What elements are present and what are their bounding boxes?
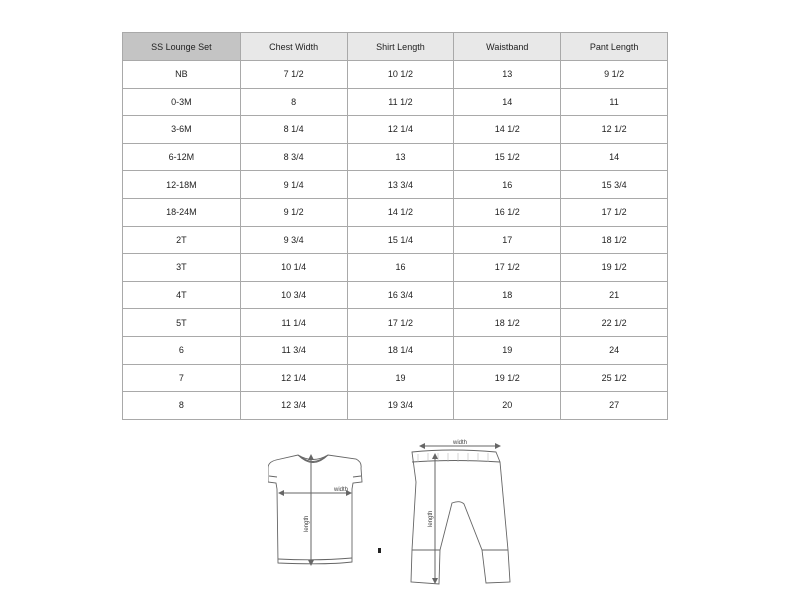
measurement-cell: 11 1/4 [239,308,348,337]
pants-length-arrow: length [428,453,438,584]
size-cell: 4T [122,280,241,310]
table-row: 0-3M 8 11 1/2 14 11 [122,87,668,117]
pants-drawing [410,449,511,585]
size-cell: NB [122,60,241,89]
table-row: NB 7 1/2 10 1/2 13 9 1/2 [122,60,668,89]
column-header: Pant Length [560,32,668,61]
size-cell: 12-18M [122,170,241,199]
measurement-cell: 9 3/4 [239,225,348,255]
measurement-cell: 9 1/4 [239,170,348,199]
measurement-cell: 15 1/2 [453,142,562,172]
measurement-cell: 14 1/2 [453,115,562,144]
measurement-cell: 11 3/4 [239,335,348,365]
measurement-cell: 19 1/2 [453,363,562,393]
measurement-cell: 18 1/2 [560,225,668,255]
table-row: 6-12M 8 3/4 13 15 1/2 14 [122,142,668,172]
shirt-length-label: length [304,516,310,532]
table-row: 2T 9 3/4 15 1/4 17 18 1/2 [122,225,668,255]
table-row: 3-6M 8 1/4 12 1/4 14 1/2 12 1/2 [122,115,668,144]
measurement-cell: 17 1/2 [560,197,668,227]
measurement-cell: 13 [453,60,562,89]
shirt-drawing [268,454,363,565]
measurement-cell: 20 [453,391,562,420]
measurement-cell: 16 1/2 [453,197,562,227]
measurement-cell: 15 1/4 [346,225,455,255]
size-cell: 3-6M [122,115,241,144]
measurement-cell: 8 1/4 [239,115,348,144]
shirt-length-arrow: length [304,454,314,566]
table-row: 3T 10 1/4 16 17 1/2 19 1/2 [122,253,668,282]
shirt-tag [378,548,381,553]
size-chart-table: SS Lounge Set Chest Width Shirt Length Wais… [122,32,668,420]
measurement-cell: 11 [560,87,668,117]
measurement-cell: 13 [346,142,455,172]
column-header: Chest Width [239,32,348,61]
measurement-cell: 11 1/2 [346,87,455,117]
measurement-cell: 19 [453,335,562,365]
measurement-cell: 14 1/2 [346,197,455,227]
table-row: 8 12 3/4 19 3/4 20 27 [122,391,668,420]
shirt-width-arrow: width [278,487,352,496]
measurement-cell: 19 3/4 [346,391,455,420]
measurement-cell: 24 [560,335,668,365]
measurement-cell: 8 3/4 [239,142,348,172]
measurement-cell: 17 1/2 [453,253,562,282]
size-cell: 6 [122,335,241,365]
column-header: SS Lounge Set [122,32,241,61]
measurement-cell: 10 1/2 [346,60,455,89]
measurement-cell: 16 3/4 [346,280,455,310]
measurement-cell: 16 [346,253,455,282]
measurement-cell: 12 3/4 [239,391,348,420]
measurement-cell: 14 [560,142,668,172]
measurement-cell: 9 1/2 [239,197,348,227]
size-cell: 18-24M [122,197,241,227]
size-cell: 7 [122,363,241,393]
table-row: 7 12 1/4 19 19 1/2 25 1/2 [122,363,668,393]
measurement-cell: 17 1/2 [346,308,455,337]
measurement-cell: 8 [239,87,348,117]
measurement-cell: 18 1/2 [453,308,562,337]
measurement-cell: 10 1/4 [239,253,348,282]
measurement-cell: 27 [560,391,668,420]
measurement-cell: 22 1/2 [560,308,668,337]
measurement-cell: 12 1/2 [560,115,668,144]
size-cell: 2T [122,225,241,255]
pants-width-label: width [452,440,467,446]
measurement-cell: 18 1/4 [346,335,455,365]
measurement-cell: 16 [453,170,562,199]
shirt-width-label: width [333,487,348,493]
size-cell: 3T [122,253,241,282]
measurement-cell: 18 [453,280,562,310]
measurement-cell: 12 1/4 [239,363,348,393]
size-cell: 6-12M [122,142,241,172]
measurement-cell: 25 1/2 [560,363,668,393]
measurement-cell: 12 1/4 [346,115,455,144]
column-header: Shirt Length [346,32,455,61]
table-row: 5T 11 1/4 17 1/2 18 1/2 22 1/2 [122,308,668,337]
measurement-cell: 17 [453,225,562,255]
measurement-cell: 19 1/2 [560,253,668,282]
measurement-cell: 15 3/4 [560,170,668,199]
measurement-cell: 19 [346,363,455,393]
size-cell: 5T [122,308,241,337]
measurement-cell: 14 [453,87,562,117]
garment-measurement-diagram: width length width length [268,440,511,585]
measurement-cell: 21 [560,280,668,310]
measurement-cell: 13 3/4 [346,170,455,199]
column-header: Waistband [453,32,562,61]
measurement-cell: 10 3/4 [239,280,348,310]
table-row: 18-24M 9 1/2 14 1/2 16 1/2 17 1/2 [122,197,668,227]
size-cell: 8 [122,391,241,420]
table-row: 6 11 3/4 18 1/4 19 24 [122,335,668,365]
pants-length-label: length [428,511,434,527]
table-header-row: SS Lounge Set Chest Width Shirt Length Wais… [122,32,668,61]
table-row: 4T 10 3/4 16 3/4 18 21 [122,280,668,310]
table-row: 12-18M 9 1/4 13 3/4 16 15 3/4 [122,170,668,199]
pants-width-arrow: width [419,440,501,449]
measurement-cell: 9 1/2 [560,60,668,89]
measurement-cell: 7 1/2 [239,60,348,89]
size-cell: 0-3M [122,87,241,117]
